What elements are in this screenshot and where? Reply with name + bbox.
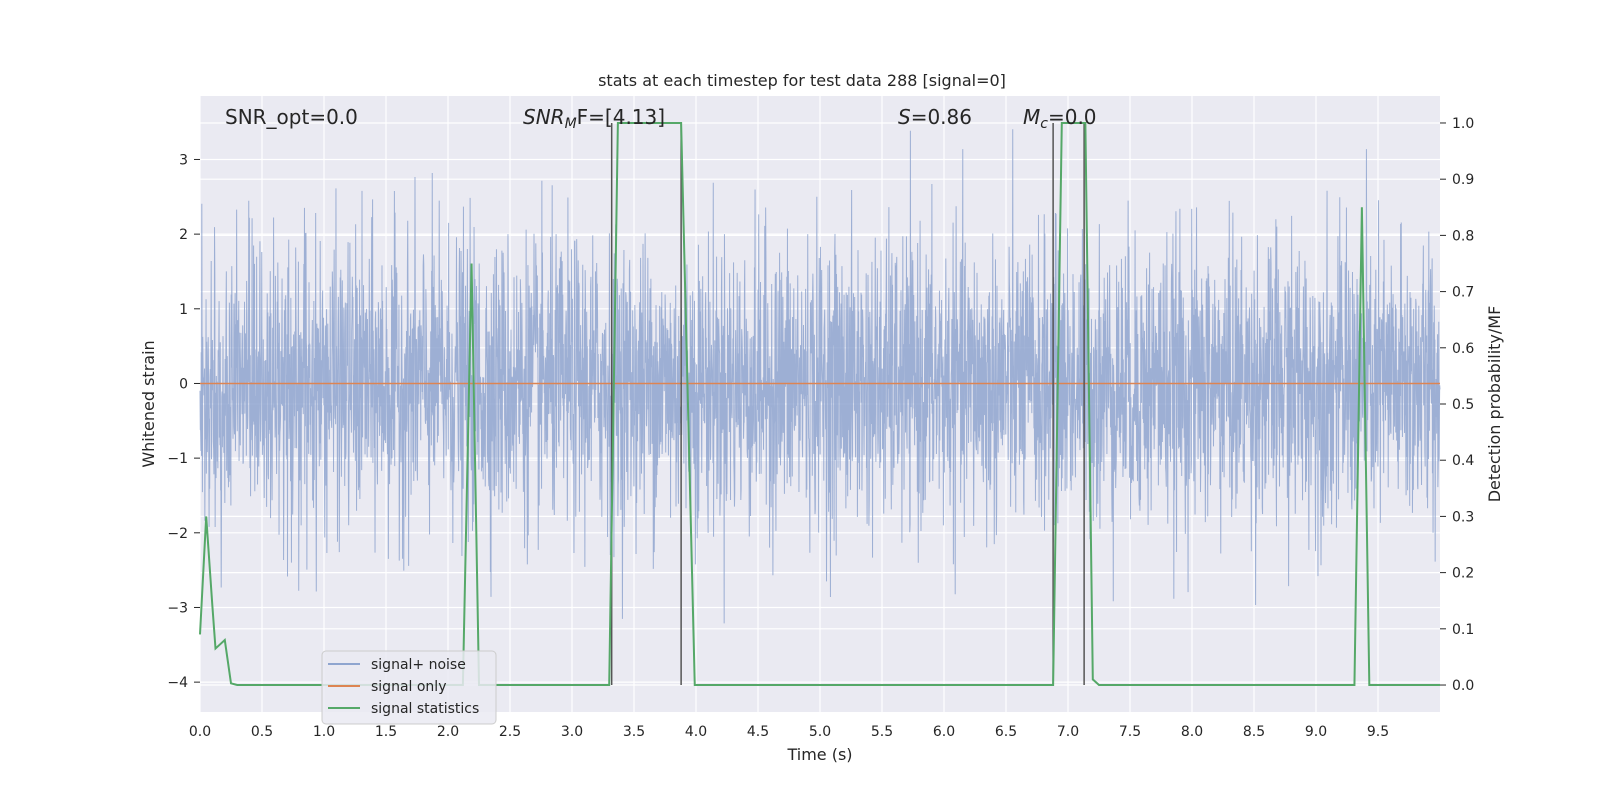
x-tick-label: 8.5 bbox=[1243, 724, 1265, 740]
s-annotation: S=0.86 bbox=[898, 105, 972, 129]
y-tick-label: 1 bbox=[179, 302, 188, 318]
x-tick-label: 1.0 bbox=[313, 724, 335, 740]
x-tick-label: 0.0 bbox=[189, 724, 211, 740]
legend: signal+ noise signal only signal statist… bbox=[321, 650, 497, 725]
y2-tick-label: 0.2 bbox=[1452, 566, 1474, 582]
x-tick-label: 3.5 bbox=[623, 724, 645, 740]
y-tick-label: −1 bbox=[167, 451, 188, 467]
x-tick-label: 4.5 bbox=[747, 724, 769, 740]
mc-symbol: M bbox=[1023, 105, 1040, 129]
x-tick-label: 0.5 bbox=[251, 724, 273, 740]
legend-label-signal-statistics: signal statistics bbox=[371, 701, 479, 717]
mc-subscript: c bbox=[1040, 116, 1048, 132]
signal-statistics-line bbox=[199, 121, 1440, 687]
x-tick-label: 6.0 bbox=[933, 724, 955, 740]
legend-label-signal-only: signal only bbox=[371, 679, 446, 695]
mc-annotation: Mc=0.0 bbox=[1023, 105, 1097, 132]
y2-tick-label: 0.1 bbox=[1452, 622, 1474, 638]
chart-title: stats at each timestep for test data 288… bbox=[598, 71, 1006, 90]
y2-tick-label: 0.9 bbox=[1452, 172, 1474, 188]
snr-mf-subscript: M bbox=[565, 116, 577, 132]
x-tick-label: 7.0 bbox=[1057, 724, 1079, 740]
y-tick-label: 3 bbox=[179, 152, 188, 168]
x-axis-label: Time (s) bbox=[786, 745, 852, 764]
x-tick-label: 4.0 bbox=[685, 724, 707, 740]
s-symbol: S bbox=[898, 105, 911, 129]
y2-tick-label: 0.7 bbox=[1452, 285, 1474, 301]
y-tick-label: −4 bbox=[167, 675, 188, 691]
s-value: =0.86 bbox=[911, 105, 972, 129]
y2-tick-label: 0.8 bbox=[1452, 228, 1474, 244]
x-tick-label: 5.5 bbox=[871, 724, 893, 740]
x-tick-label: 5.0 bbox=[809, 724, 831, 740]
tick-labels: 0.0 0.5 1.0 1.5 2.0 2.5 3.0 3.5 4.0 4.5 5.0 5.5 6.0 6… bbox=[167, 116, 1474, 740]
x-tick-label: 9.5 bbox=[1367, 724, 1389, 740]
y2-tick-label: 1.0 bbox=[1452, 116, 1474, 132]
event-markers bbox=[610, 122, 1085, 686]
signal-noise-series bbox=[199, 129, 1441, 624]
y-tick-label: −3 bbox=[167, 600, 188, 616]
y2-tick-label: 0.0 bbox=[1452, 678, 1474, 694]
signal-noise-line bbox=[199, 129, 1441, 624]
snr-mf-symbol: SNR bbox=[523, 105, 565, 129]
legend-box bbox=[321, 650, 497, 725]
y2-axis-label: Detection probability/MF bbox=[1485, 306, 1504, 503]
snr-mf-value: F=[4.13] bbox=[577, 105, 665, 129]
y2-tick-label: 0.5 bbox=[1452, 397, 1474, 413]
y-tick-label: 2 bbox=[179, 227, 188, 243]
legend-label-signal-noise: signal+ noise bbox=[371, 657, 466, 673]
x-tick-label: 7.5 bbox=[1119, 724, 1141, 740]
y-tick-label: −2 bbox=[167, 526, 188, 542]
y-axis-label: Whitened strain bbox=[139, 340, 158, 467]
x-tick-label: 8.0 bbox=[1181, 724, 1203, 740]
snr-mf-annotation: SNRMF=[4.13] bbox=[523, 105, 665, 132]
mc-value: =0.0 bbox=[1048, 105, 1097, 129]
x-tick-label: 2.0 bbox=[437, 724, 459, 740]
snr-opt-annotation: SNR_opt=0.0 bbox=[225, 105, 358, 129]
x-tick-label: 3.0 bbox=[561, 724, 583, 740]
x-tick-label: 6.5 bbox=[995, 724, 1017, 740]
x-tick-label: 9.0 bbox=[1305, 724, 1327, 740]
y-tick-label: 0 bbox=[179, 376, 188, 392]
x-tick-label: 2.5 bbox=[499, 724, 521, 740]
x-tick-label: 1.5 bbox=[375, 724, 397, 740]
y2-tick-label: 0.3 bbox=[1452, 509, 1474, 525]
y2-tick-label: 0.6 bbox=[1452, 341, 1474, 357]
signal-statistics-series bbox=[199, 121, 1440, 687]
y2-tick-label: 0.4 bbox=[1452, 453, 1474, 469]
